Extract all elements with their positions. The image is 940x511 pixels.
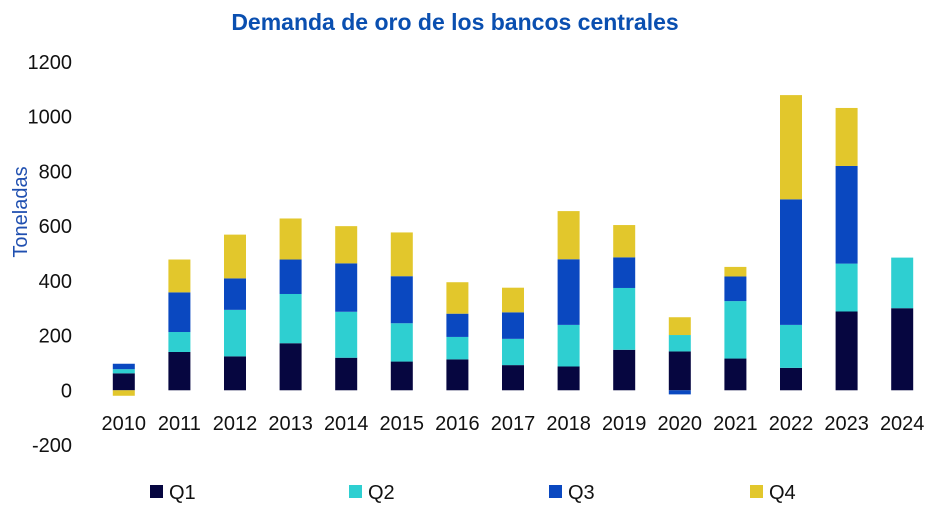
bar-segment-q3-2010	[112, 363, 135, 370]
stacked-bars	[112, 95, 914, 396]
bar-segment-q2-2012	[224, 309, 246, 357]
bar-segment-q1-2024	[891, 308, 914, 391]
legend-swatch-q3	[549, 485, 562, 498]
bar-segment-q2-2015	[390, 323, 413, 362]
bar-segment-q2-2014	[335, 311, 358, 358]
bar-segment-q4-2020	[668, 317, 691, 336]
bar-segment-q4-2013	[279, 218, 302, 260]
legend-swatch-q2	[349, 485, 362, 498]
x-tick-label: 2021	[713, 413, 758, 435]
bar-segment-q4-2022	[780, 95, 802, 200]
x-tick-label: 2015	[380, 413, 425, 435]
bar-segment-q4-2018	[557, 211, 580, 260]
x-tick-label: 2016	[435, 413, 480, 435]
bar-segment-q1-2021	[724, 358, 747, 391]
legend-label-q1: Q1	[169, 482, 196, 504]
x-tick-label: 2012	[213, 413, 258, 435]
y-tick-label: 400	[39, 271, 72, 293]
legend-label-q3: Q3	[568, 482, 595, 504]
bar-segment-q3-2016	[446, 313, 469, 337]
x-tick-label: 2010	[102, 413, 147, 435]
x-tick-label: 2023	[824, 413, 869, 435]
bar-segment-q3-2017	[502, 312, 524, 339]
x-tick-label: 2019	[602, 413, 647, 435]
bar-segment-q4-2016	[446, 282, 469, 314]
bar-segment-q2-2018	[557, 324, 580, 367]
bar-segment-q4-2011	[168, 259, 191, 293]
y-axis-ticks: -200 0 200 400 600 800 1000 1200	[28, 52, 73, 457]
y-tick-label: 200	[39, 326, 72, 348]
y-tick-label: -200	[32, 435, 72, 457]
bar-segment-q3-2013	[279, 259, 302, 294]
bar-segment-q3-2020	[668, 390, 691, 395]
bar-segment-q1-2019	[613, 349, 636, 391]
bar-segment-q2-2022	[780, 324, 802, 368]
bar-segment-q2-2020	[668, 335, 691, 352]
bar-segment-q1-2016	[446, 359, 469, 391]
bar-segment-q3-2014	[335, 263, 358, 312]
bar-segment-q1-2022	[780, 367, 802, 391]
bar-segment-q3-2011	[168, 292, 191, 333]
bar-segment-q2-2019	[613, 287, 636, 350]
x-tick-label: 2024	[880, 413, 925, 435]
bar-segment-q2-2017	[502, 338, 524, 366]
y-tick-label: 1000	[28, 107, 73, 129]
bar-segment-q1-2014	[335, 357, 358, 391]
bar-segment-q3-2023	[835, 165, 858, 264]
bar-segment-q1-2012	[224, 356, 246, 391]
legend-label-q4: Q4	[769, 482, 796, 504]
legend-swatch-q4	[750, 485, 763, 498]
bar-segment-q1-2013	[279, 343, 302, 391]
x-tick-label: 2018	[546, 413, 591, 435]
bar-segment-q3-2019	[613, 257, 636, 288]
bar-segment-q1-2015	[390, 361, 413, 391]
bar-segment-q2-2013	[279, 293, 302, 344]
bar-segment-q3-2018	[557, 259, 580, 325]
bar-segment-q1-2023	[835, 311, 858, 391]
bar-segment-q2-2016	[446, 336, 469, 360]
bar-segment-q4-2012	[224, 234, 246, 279]
x-tick-label: 2017	[491, 413, 536, 435]
x-tick-label: 2011	[158, 413, 201, 435]
x-tick-label: 2022	[769, 413, 814, 435]
x-tick-label: 2020	[658, 413, 703, 435]
bar-segment-q3-2022	[780, 199, 802, 325]
y-tick-label: 0	[61, 380, 72, 402]
x-tick-label: 2013	[268, 413, 313, 435]
bar-segment-q1-2020	[668, 351, 691, 391]
x-axis-ticks: 2010 2011 2012 2013 2014 2015 2016 2017 2018 2019…	[102, 413, 925, 435]
y-tick-label: 800	[39, 161, 72, 183]
bar-segment-q4-2023	[835, 107, 858, 166]
bar-segment-q4-2017	[502, 287, 524, 313]
bar-segment-q1-2017	[502, 365, 524, 391]
bar-segment-q3-2021	[724, 276, 747, 302]
legend-label-q2: Q2	[368, 482, 395, 504]
y-axis-label: Toneladas	[10, 166, 32, 257]
bar-segment-q2-2024	[891, 257, 914, 309]
bar-segment-q4-2014	[335, 226, 358, 264]
bar-segment-q1-2018	[557, 366, 580, 391]
legend-swatch-q1	[150, 485, 163, 498]
bar-segment-q2-2023	[835, 263, 858, 312]
bar-segment-q4-2019	[613, 225, 636, 258]
y-tick-label: 1200	[28, 52, 73, 74]
bar-segment-q2-2011	[168, 332, 191, 352]
chart-title: Demanda de oro de los bancos centrales	[231, 9, 678, 35]
bar-segment-q3-2012	[224, 278, 246, 310]
y-tick-label: 600	[39, 216, 72, 238]
bar-segment-q4-2010	[112, 390, 135, 396]
bar-segment-q4-2021	[724, 266, 747, 277]
bar-segment-q2-2010	[112, 369, 135, 374]
bar-segment-q1-2011	[168, 351, 191, 391]
x-tick-label: 2014	[324, 413, 369, 435]
legend: Q1 Q2 Q3 Q4	[150, 482, 796, 504]
bar-segment-q3-2015	[390, 276, 413, 324]
bar-segment-q1-2010	[112, 373, 135, 391]
bar-segment-q4-2015	[390, 232, 413, 277]
bar-segment-q2-2021	[724, 301, 747, 359]
